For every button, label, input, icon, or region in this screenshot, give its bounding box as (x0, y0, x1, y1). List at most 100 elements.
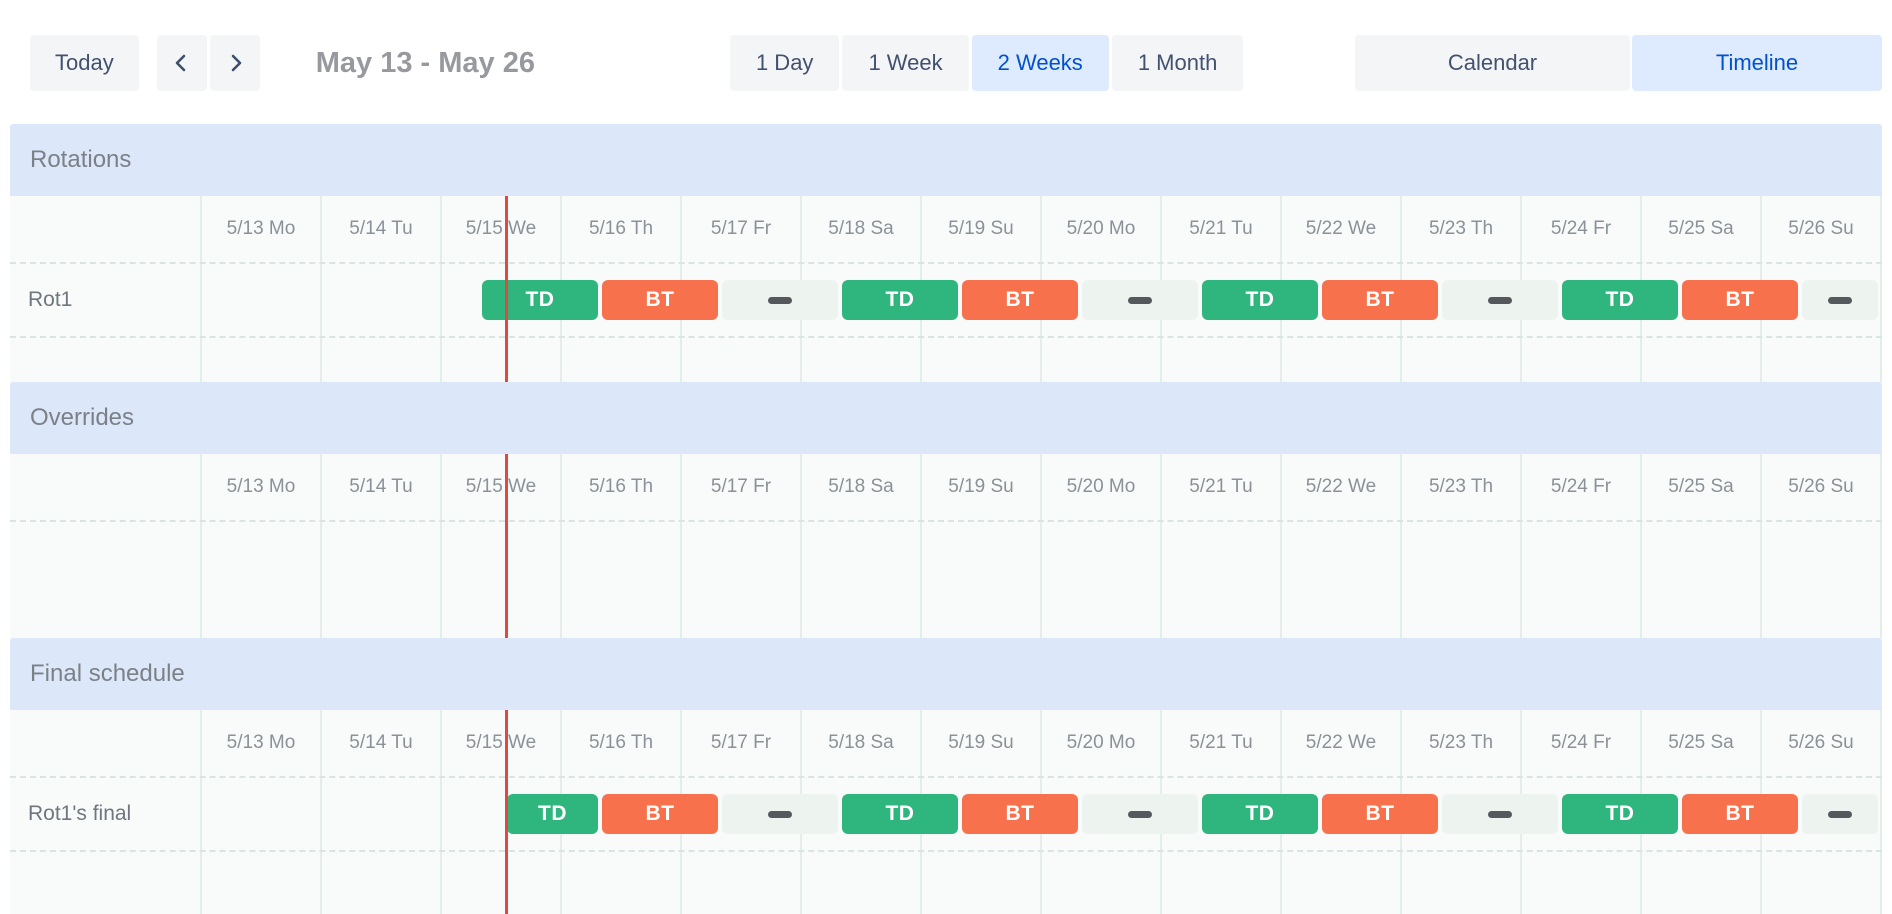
gap-bar[interactable] (1802, 280, 1878, 320)
grid-cell (320, 852, 440, 914)
day-label-cell: 5/14 Tu (320, 196, 440, 262)
shift-bar-td[interactable]: TD (842, 794, 958, 834)
grid-cell (200, 778, 320, 850)
shift-bar-td[interactable]: TD (1561, 794, 1678, 834)
gap-dash-icon (1127, 810, 1152, 818)
shift-bar-td[interactable]: TD (842, 280, 958, 320)
grid-cell (1400, 852, 1520, 914)
shift-bar-bt[interactable]: BT (602, 280, 718, 320)
grid-cell (200, 338, 320, 382)
day-label-cell: 5/20 Mo (1040, 454, 1160, 520)
day-label-cell: 5/26 Su (1760, 196, 1880, 262)
grid-cell (1040, 522, 1160, 638)
day-header-track: 5/13 Mo 5/14 Tu 5/15 We 5/16 Th 5/17 Fr 5/18 … (200, 196, 1882, 262)
shift-bar-td[interactable]: TD (481, 280, 598, 320)
grid-cell (200, 522, 320, 638)
chevron-right-icon (231, 54, 242, 72)
gap-bar[interactable] (1081, 280, 1198, 320)
today-button[interactable]: Today (30, 35, 139, 91)
row-label-spacer (10, 454, 200, 520)
day-label-cell: 5/20 Mo (1040, 196, 1160, 262)
gap-bar[interactable] (1081, 794, 1198, 834)
day-label-cell: 5/23 Th (1400, 710, 1520, 776)
section-grid: 5/13 Mo 5/14 Tu 5/15 We 5/16 Th 5/17 Fr 5/18 … (10, 454, 1882, 638)
day-label-cell: 5/19 Su (920, 196, 1040, 262)
grid-cell (1760, 852, 1880, 914)
gap-dash-icon (767, 810, 792, 818)
grid-cell (560, 338, 680, 382)
grid-cell (200, 852, 320, 914)
day-label-cell: 5/19 Su (920, 454, 1040, 520)
shift-bar-td[interactable]: TD (507, 794, 598, 834)
view-1-month-button[interactable]: 1 Month (1111, 35, 1244, 91)
grid-cell (1520, 338, 1640, 382)
shift-bar-bt[interactable]: BT (1321, 794, 1438, 834)
prev-button[interactable] (156, 35, 207, 91)
section-header: Rotations (10, 124, 1882, 196)
view-1-day-button[interactable]: 1 Day (729, 35, 840, 91)
grid-cell (1040, 338, 1160, 382)
gap-dash-icon (1828, 810, 1852, 818)
gap-bar[interactable] (1442, 794, 1558, 834)
day-label-cell: 5/18 Sa (800, 454, 920, 520)
day-label-cell: 5/23 Th (1400, 196, 1520, 262)
day-label-cell: 5/22 We (1280, 196, 1400, 262)
gap-dash-icon (1127, 296, 1152, 304)
grid-cell (320, 778, 440, 850)
schedule-board: Rotations 5/13 Mo 5/14 Tu 5/15 We 5/16 Th 5/1… (10, 124, 1882, 914)
view-range-group: 1 Day 1 Week 2 Weeks 1 Month (729, 35, 1244, 91)
shift-bar-bt[interactable]: BT (1321, 280, 1438, 320)
day-label-cell: 5/22 We (1280, 710, 1400, 776)
empty-row (10, 336, 1882, 382)
section-header: Final schedule (10, 638, 1882, 710)
gap-bar[interactable] (1442, 280, 1558, 320)
grid-cell (1640, 338, 1760, 382)
day-label-cell: 5/14 Tu (320, 710, 440, 776)
grid-cell (920, 338, 1040, 382)
grid-cell (560, 522, 680, 638)
grid-cell (1280, 522, 1400, 638)
day-label-cell: 5/24 Fr (1520, 196, 1640, 262)
grid-cell (1160, 522, 1280, 638)
date-nav-group (156, 35, 260, 91)
schedule-row: Rot1's final TD BT TD BT TD BT TD BT (10, 776, 1882, 850)
row-track: TD BT TD BT TD BT TD BT (200, 778, 1882, 850)
shift-bar-bt[interactable]: BT (962, 280, 1078, 320)
current-time-line (505, 196, 509, 382)
day-label-cell: 5/13 Mo (200, 710, 320, 776)
row-track: TD BT TD BT TD BT TD BT (200, 264, 1882, 336)
empty-row (10, 520, 1882, 638)
day-label-cell: 5/16 Th (560, 710, 680, 776)
shift-bar-bt[interactable]: BT (962, 794, 1078, 834)
shift-bar-bt[interactable]: BT (602, 794, 718, 834)
section-rotations: Rotations 5/13 Mo 5/14 Tu 5/15 We 5/16 Th 5/1… (10, 124, 1882, 382)
section-final-schedule: Final schedule 5/13 Mo 5/14 Tu 5/15 We 5/16 … (10, 638, 1882, 914)
grid-cell (680, 852, 800, 914)
empty-row (10, 850, 1882, 914)
day-label-cell: 5/15 We (440, 710, 560, 776)
grid-cell (440, 852, 560, 914)
shift-bar-td[interactable]: TD (1202, 280, 1318, 320)
shift-bar-bt[interactable]: BT (1682, 280, 1798, 320)
section-header: Overrides (10, 382, 1882, 454)
gap-bar[interactable] (1802, 794, 1878, 834)
day-label-cell: 5/15 We (440, 196, 560, 262)
grid-cell (440, 264, 560, 336)
grid-cell (320, 264, 440, 336)
next-button[interactable] (209, 35, 260, 91)
gap-bar[interactable] (722, 280, 838, 320)
view-1-week-button[interactable]: 1 Week (842, 35, 969, 91)
day-label-cell: 5/16 Th (560, 196, 680, 262)
shift-bar-td[interactable]: TD (1561, 280, 1678, 320)
row-track (200, 338, 1882, 382)
shift-bar-td[interactable]: TD (1202, 794, 1318, 834)
gap-bar[interactable] (722, 794, 838, 834)
day-label-cell: 5/15 We (440, 454, 560, 520)
grid-cell (1640, 522, 1760, 638)
calendar-mode-button[interactable]: Calendar (1355, 35, 1630, 91)
view-2-weeks-button[interactable]: 2 Weeks (971, 35, 1109, 91)
day-label-cell: 5/25 Sa (1640, 710, 1760, 776)
timeline-mode-button[interactable]: Timeline (1632, 35, 1882, 91)
gap-dash-icon (1487, 810, 1512, 818)
shift-bar-bt[interactable]: BT (1682, 794, 1798, 834)
